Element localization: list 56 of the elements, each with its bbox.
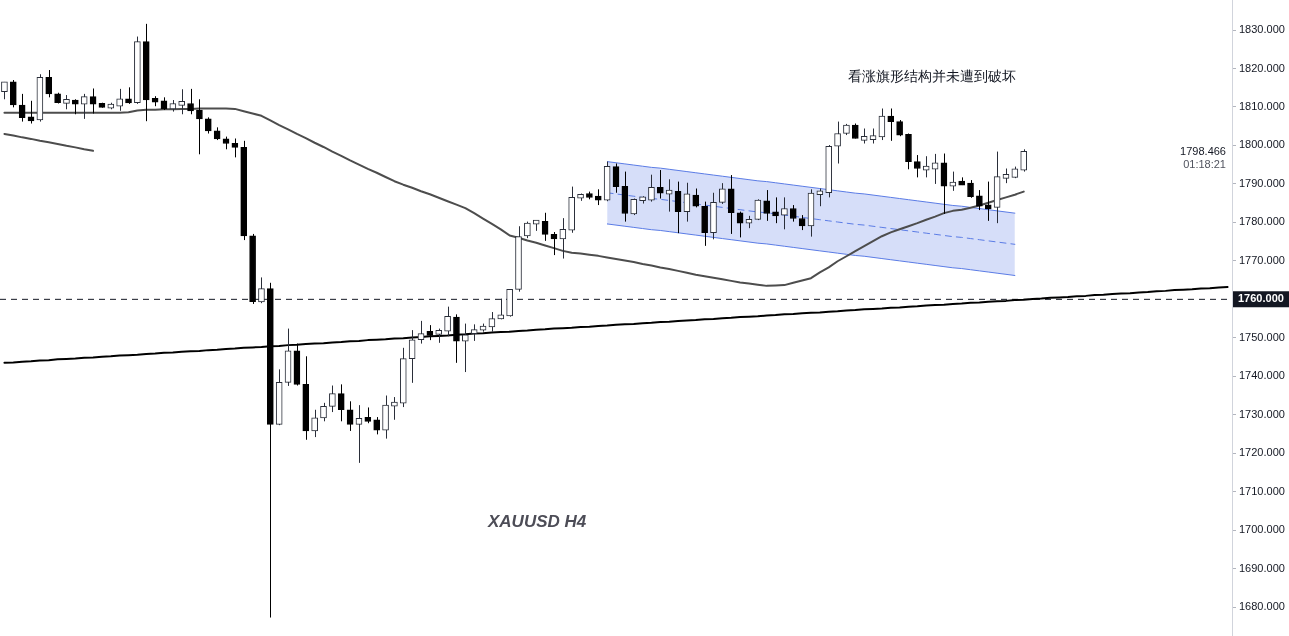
annotation: 01:18:21 <box>1183 158 1226 171</box>
y-tick-label: 1820.000 <box>1239 61 1285 74</box>
ref-line-label: 1760.000 <box>1238 292 1284 305</box>
candlestick <box>329 385 336 413</box>
y-tick-label: 1740.000 <box>1239 369 1285 382</box>
candlestick <box>355 404 363 464</box>
candlestick <box>719 182 726 205</box>
candlestick <box>80 93 88 120</box>
y-tick-label: 1720.000 <box>1239 446 1285 459</box>
annotation: 1798.466 <box>1180 145 1226 158</box>
candlestick <box>444 306 451 337</box>
y-tick-label: 1830.000 <box>1239 23 1285 36</box>
y-tick-label: 1680.000 <box>1239 600 1285 613</box>
candlestick <box>346 400 354 432</box>
candlestick <box>461 323 469 373</box>
candlestick <box>887 108 895 142</box>
candlestick <box>391 396 398 421</box>
candlestick <box>382 395 389 440</box>
candlestick <box>417 320 425 345</box>
candlestick <box>559 217 567 260</box>
y-tick-label: 1780.000 <box>1239 215 1285 228</box>
candlestick <box>258 276 265 304</box>
candlestick <box>187 88 194 115</box>
y-tick-label: 1730.000 <box>1239 407 1285 420</box>
candlestick <box>196 98 203 155</box>
y-tick-label: 1800.000 <box>1239 138 1285 151</box>
candlestick <box>231 138 239 158</box>
candlestick <box>1020 148 1028 173</box>
y-tick-label: 1790.000 <box>1239 176 1285 189</box>
annotation: XAUUSD H4 <box>487 511 587 531</box>
candlestick <box>311 409 318 438</box>
candlestick <box>834 121 841 165</box>
candlestick <box>9 79 17 108</box>
candlestick <box>45 69 53 98</box>
candlestick <box>656 169 664 200</box>
y-tick-label: 1810.000 <box>1239 99 1285 112</box>
candlestick <box>337 383 345 422</box>
candlestick <box>89 87 97 114</box>
candlestick <box>763 189 771 222</box>
candlestick <box>914 154 921 178</box>
candlestick <box>648 174 655 203</box>
y-tick-label: 1750.000 <box>1239 330 1285 343</box>
y-tick-label: 1690.000 <box>1239 561 1285 574</box>
annotation: 看涨旗形结构并未遭到破坏 <box>848 67 1016 84</box>
candlestick <box>984 181 992 222</box>
y-tick-label: 1710.000 <box>1239 484 1285 497</box>
candlestick <box>320 402 327 422</box>
candlestick <box>727 174 735 235</box>
candlestick <box>178 88 186 115</box>
candlestick <box>976 189 983 211</box>
candlestick <box>116 88 123 112</box>
candlestick <box>931 153 939 185</box>
y-tick-label: 1700.000 <box>1239 523 1285 536</box>
candlestick <box>781 196 788 230</box>
y-tick-label: 1770.000 <box>1239 253 1285 266</box>
candlestick <box>665 178 673 213</box>
